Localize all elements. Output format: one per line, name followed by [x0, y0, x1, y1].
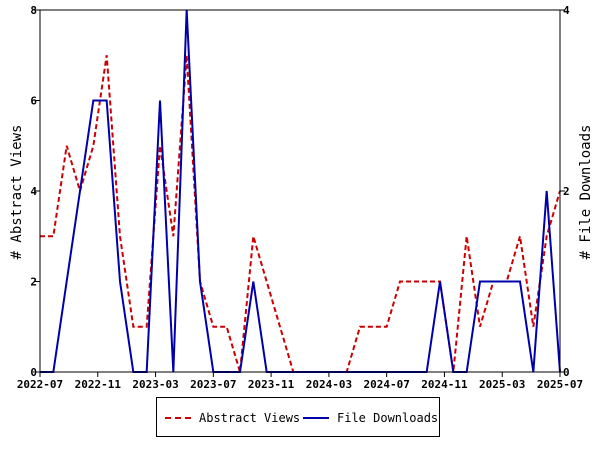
x-tick-label: 2024-07	[363, 378, 409, 391]
y-right-tick-label: 0	[563, 366, 570, 379]
legend-swatch-abstract-views	[165, 417, 191, 419]
series-layer	[40, 9, 561, 373]
x-tick-label: 2024-03	[306, 378, 352, 391]
y-left-tick-label: 0	[30, 366, 37, 379]
legend-label-file-downloads: File Downloads	[337, 411, 439, 425]
series-line-abstract-views	[40, 55, 561, 373]
y-left-tick-label: 4	[30, 185, 37, 198]
x-tick-label: 2025-07	[537, 378, 583, 391]
x-tick-label: 2024-11	[421, 378, 468, 391]
legend: Abstract Views File Downloads	[156, 397, 440, 437]
x-tick-label: 2022-11	[75, 378, 122, 391]
y-right-tick-label: 4	[563, 4, 570, 17]
y-axis-right-title: # File Downloads	[578, 125, 594, 260]
legend-item-file-downloads: File Downloads	[303, 410, 438, 426]
y-left-tick-label: 8	[30, 4, 37, 17]
y-axis-left-title: # Abstract Views	[9, 125, 25, 260]
x-tick-label: 2023-03	[132, 378, 178, 391]
legend-item-abstract-views: Abstract Views	[165, 410, 300, 426]
legend-label-abstract-views: Abstract Views	[199, 411, 301, 425]
x-tick-label: 2025-03	[479, 378, 525, 391]
x-tick-label: 2023-07	[190, 378, 236, 391]
y-right-tick-label: 2	[563, 185, 570, 198]
axes: 0 2 4 6 8 0 2 4 2022-07 2022-11 2023-03 2023-07 2023…	[17, 4, 583, 391]
x-tick-label: 2023-11	[248, 378, 295, 391]
legend-swatch-file-downloads	[303, 417, 329, 419]
y-left-tick-label: 2	[30, 276, 37, 289]
y-left-tick-label: 6	[30, 95, 37, 108]
x-tick-label: 2022-07	[17, 378, 63, 391]
